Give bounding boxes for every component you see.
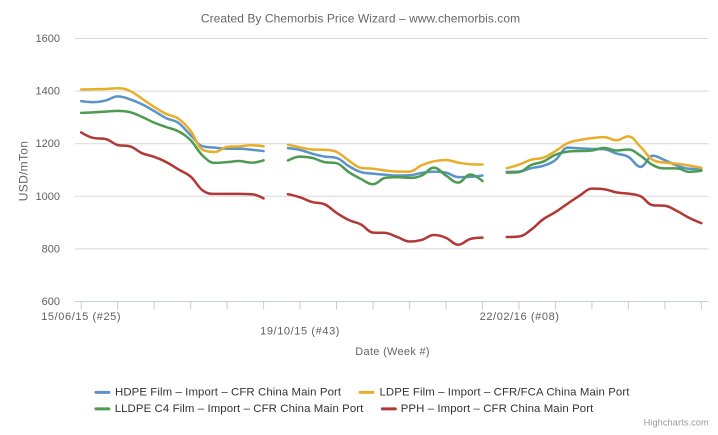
svg-text:LLDPE C4 Film – Import – CFR C: LLDPE C4 Film – Import – CFR China Main … bbox=[115, 403, 364, 415]
svg-text:1200: 1200 bbox=[36, 138, 60, 150]
svg-text:Date (Week #): Date (Week #) bbox=[355, 346, 430, 358]
svg-text:HDPE Film – Import – CFR China: HDPE Film – Import – CFR China Main Port bbox=[115, 386, 342, 398]
svg-text:19/10/15 (#43): 19/10/15 (#43) bbox=[260, 325, 340, 337]
svg-text:LDPE Film – Import – CFR/FCA C: LDPE Film – Import – CFR/FCA China Main … bbox=[380, 386, 631, 398]
svg-text:PPH – Import – CFR China Main: PPH – Import – CFR China Main Port bbox=[401, 403, 594, 415]
svg-text:800: 800 bbox=[42, 243, 60, 255]
svg-text:Created By Chemorbis Price Wiz: Created By Chemorbis Price Wizard – www.… bbox=[201, 12, 520, 26]
svg-text:USD/mTon: USD/mTon bbox=[17, 141, 31, 201]
svg-text:15/06/15 (#25): 15/06/15 (#25) bbox=[41, 311, 121, 323]
svg-text:Highcharts.com: Highcharts.com bbox=[644, 417, 709, 427]
svg-text:600: 600 bbox=[42, 296, 60, 308]
svg-text:22/02/16 (#08): 22/02/16 (#08) bbox=[480, 311, 560, 323]
svg-text:1600: 1600 bbox=[36, 33, 60, 45]
svg-text:1400: 1400 bbox=[36, 86, 60, 98]
svg-text:1000: 1000 bbox=[36, 191, 60, 203]
